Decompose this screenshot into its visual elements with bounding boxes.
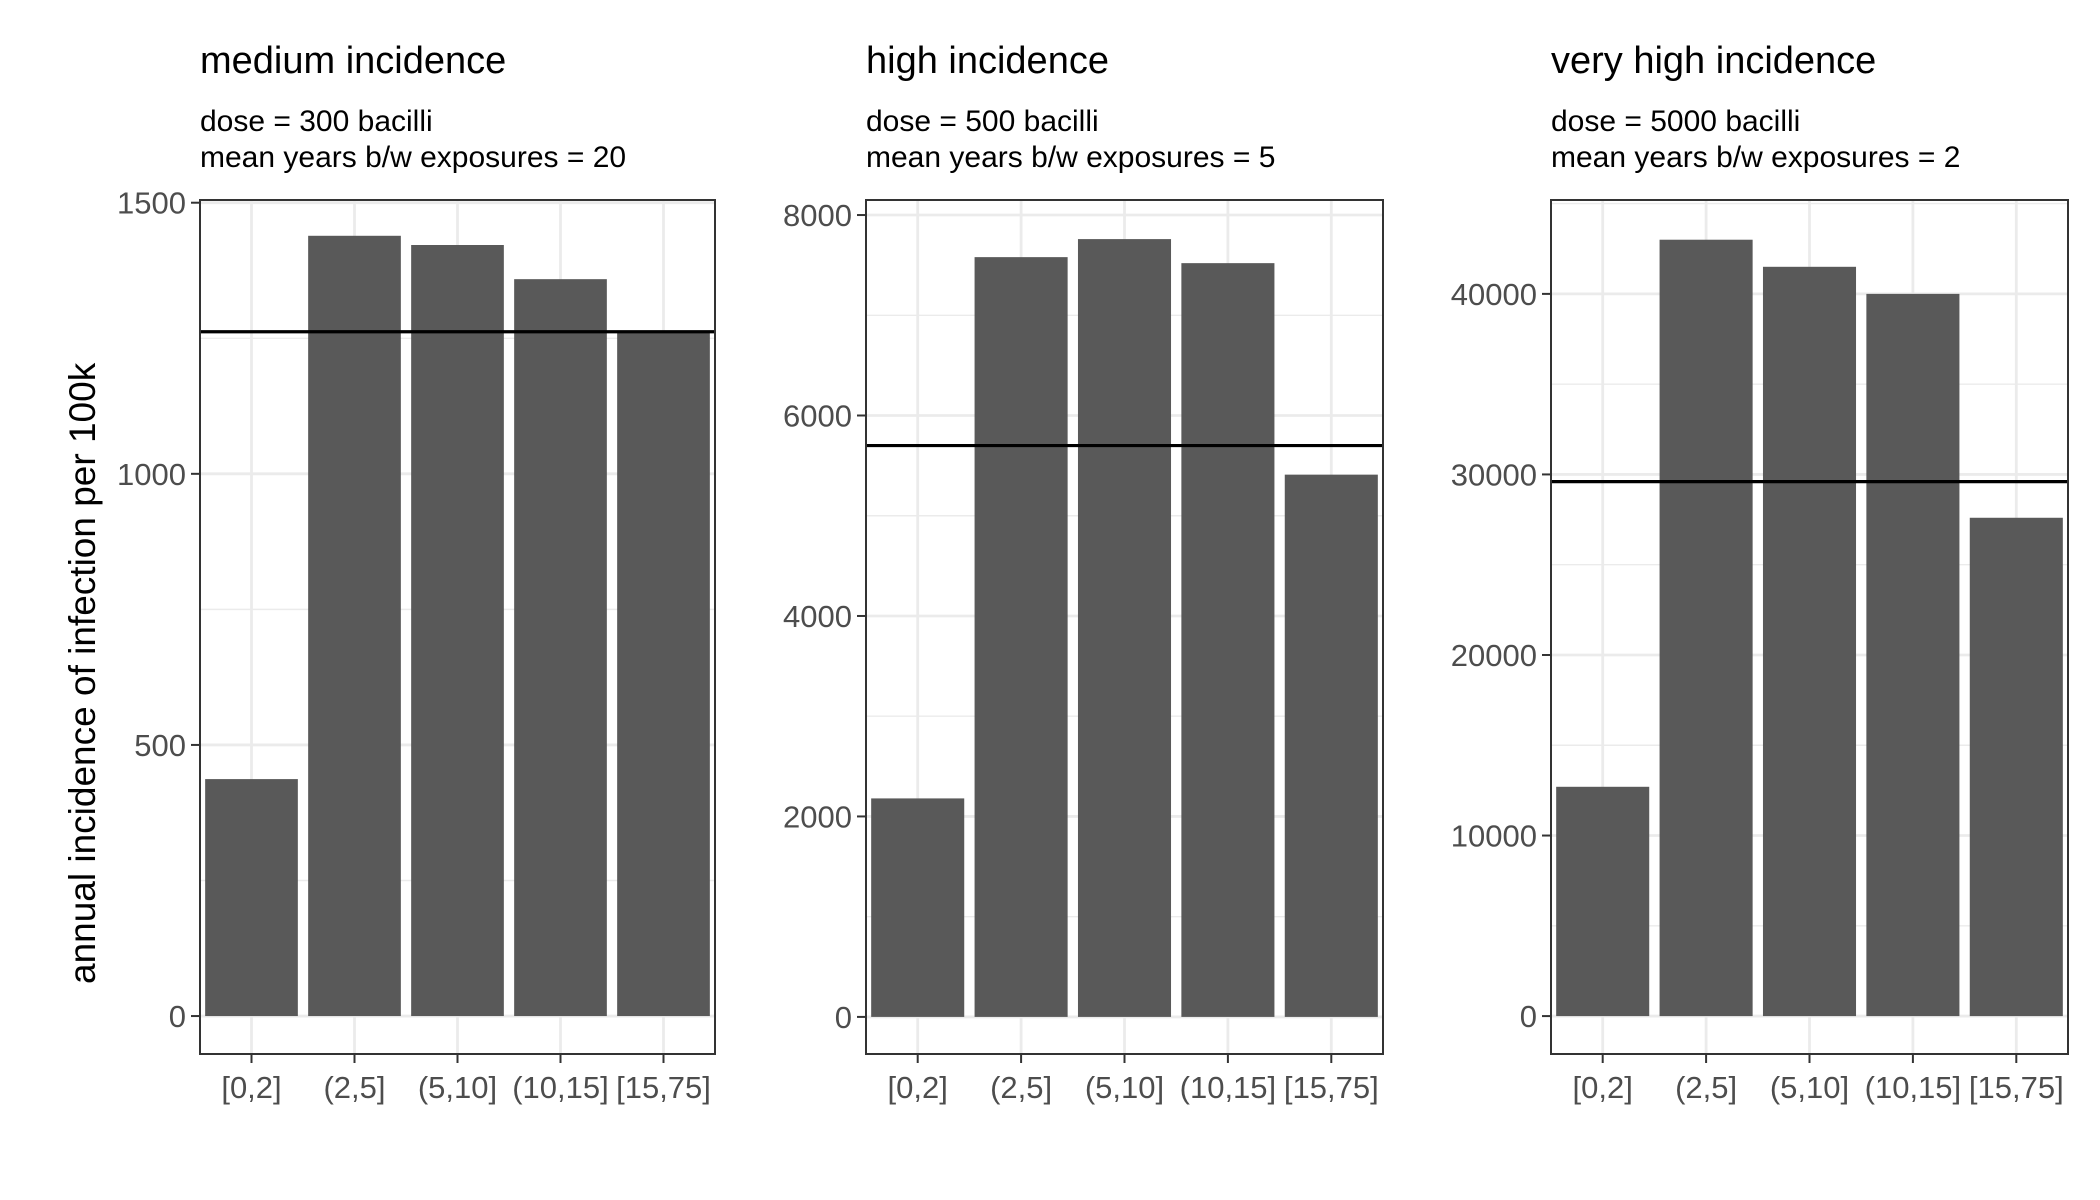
- y-tick-label-very-high: 20000: [1451, 638, 1537, 673]
- panel-title-very-high: very high incidence: [1551, 40, 1877, 82]
- y-tick-label-high: 0: [835, 1000, 852, 1035]
- panel-subtitle-medium-exposure: mean years b/w exposures = 20: [200, 141, 627, 174]
- y-tick-label-medium: 0: [169, 999, 186, 1034]
- panel-subtitle-very-high-exposure: mean years b/w exposures = 2: [1551, 141, 1961, 174]
- x-tick-label-medium: (2,5]: [323, 1070, 385, 1105]
- panel-very-high: 0 10000 20000 30000 40000 [0,2] (2,5] (5,10] (10…: [1451, 199, 2069, 1105]
- panel-medium: 0 500 1000 1500 [0,2] (2,5] (5,10] (10,15] [15,7…: [117, 186, 716, 1105]
- x-tick-label-very-high: (2,5]: [1675, 1070, 1737, 1105]
- x-tick-label-very-high: (10,15]: [1865, 1070, 1962, 1105]
- bar-very-high-1: [1556, 786, 1650, 1017]
- bar-medium-3: [411, 245, 504, 1017]
- bar-very-high-2: [1659, 239, 1753, 1017]
- bar-medium-1: [205, 779, 298, 1017]
- y-tick-label-medium: 1500: [117, 186, 186, 221]
- bar-very-high-3: [1762, 266, 1857, 1017]
- bar-high-1: [871, 798, 965, 1017]
- bar-high-2: [974, 257, 1068, 1017]
- panel-title-high: high incidence: [866, 40, 1109, 82]
- x-tick-label-high: [15,75]: [1284, 1070, 1379, 1105]
- bar-medium-4: [514, 279, 607, 1017]
- panel-subtitle-high-exposure: mean years b/w exposures = 5: [866, 141, 1276, 174]
- y-tick-label-very-high: 0: [1520, 999, 1537, 1034]
- x-tick-label-high: (10,15]: [1180, 1070, 1277, 1105]
- y-axis-label: annual incidence of infection per 100k: [62, 362, 103, 984]
- x-tick-label-high: [0,2]: [888, 1070, 948, 1105]
- x-tick-label-medium: [15,75]: [616, 1070, 711, 1105]
- bar-medium-5: [617, 331, 710, 1017]
- panel-subtitle-medium-dose: dose = 300 bacilli: [200, 105, 433, 138]
- bar-high-4: [1181, 263, 1275, 1017]
- x-tick-label-very-high: [15,75]: [1969, 1070, 2064, 1105]
- panel-high: 0 2000 4000 6000 8000 [0,2] (2,5] (5,10] (10,15]…: [783, 198, 1384, 1105]
- bar-medium-2: [308, 235, 401, 1017]
- bar-very-high-4: [1866, 293, 1960, 1017]
- panel-title-medium: medium incidence: [200, 40, 507, 82]
- panel-subtitle-high-dose: dose = 500 bacilli: [866, 105, 1099, 138]
- x-tick-label-medium: (10,15]: [512, 1070, 609, 1105]
- x-tick-label-high: (2,5]: [990, 1070, 1052, 1105]
- x-tick-label-medium: (5,10]: [418, 1070, 497, 1105]
- bar-high-3: [1077, 239, 1172, 1017]
- y-tick-label-very-high: 30000: [1451, 457, 1537, 492]
- y-tick-label-very-high: 40000: [1451, 277, 1537, 312]
- y-tick-label-high: 2000: [783, 799, 852, 834]
- bar-high-5: [1284, 474, 1378, 1017]
- y-tick-label-high: 6000: [783, 399, 852, 434]
- y-tick-label-medium: 1000: [117, 457, 186, 492]
- panel-subtitle-very-high-dose: dose = 5000 bacilli: [1551, 105, 1801, 138]
- bar-very-high-5: [1969, 517, 2063, 1017]
- x-tick-label-very-high: [0,2]: [1573, 1070, 1633, 1105]
- y-tick-label-medium: 500: [134, 728, 186, 763]
- y-tick-label-very-high: 10000: [1451, 819, 1537, 854]
- x-tick-label-high: (5,10]: [1085, 1070, 1164, 1105]
- y-tick-label-high: 8000: [783, 198, 852, 233]
- y-tick-label-high: 4000: [783, 599, 852, 634]
- x-tick-label-very-high: (5,10]: [1770, 1070, 1849, 1105]
- x-tick-label-medium: [0,2]: [221, 1070, 281, 1105]
